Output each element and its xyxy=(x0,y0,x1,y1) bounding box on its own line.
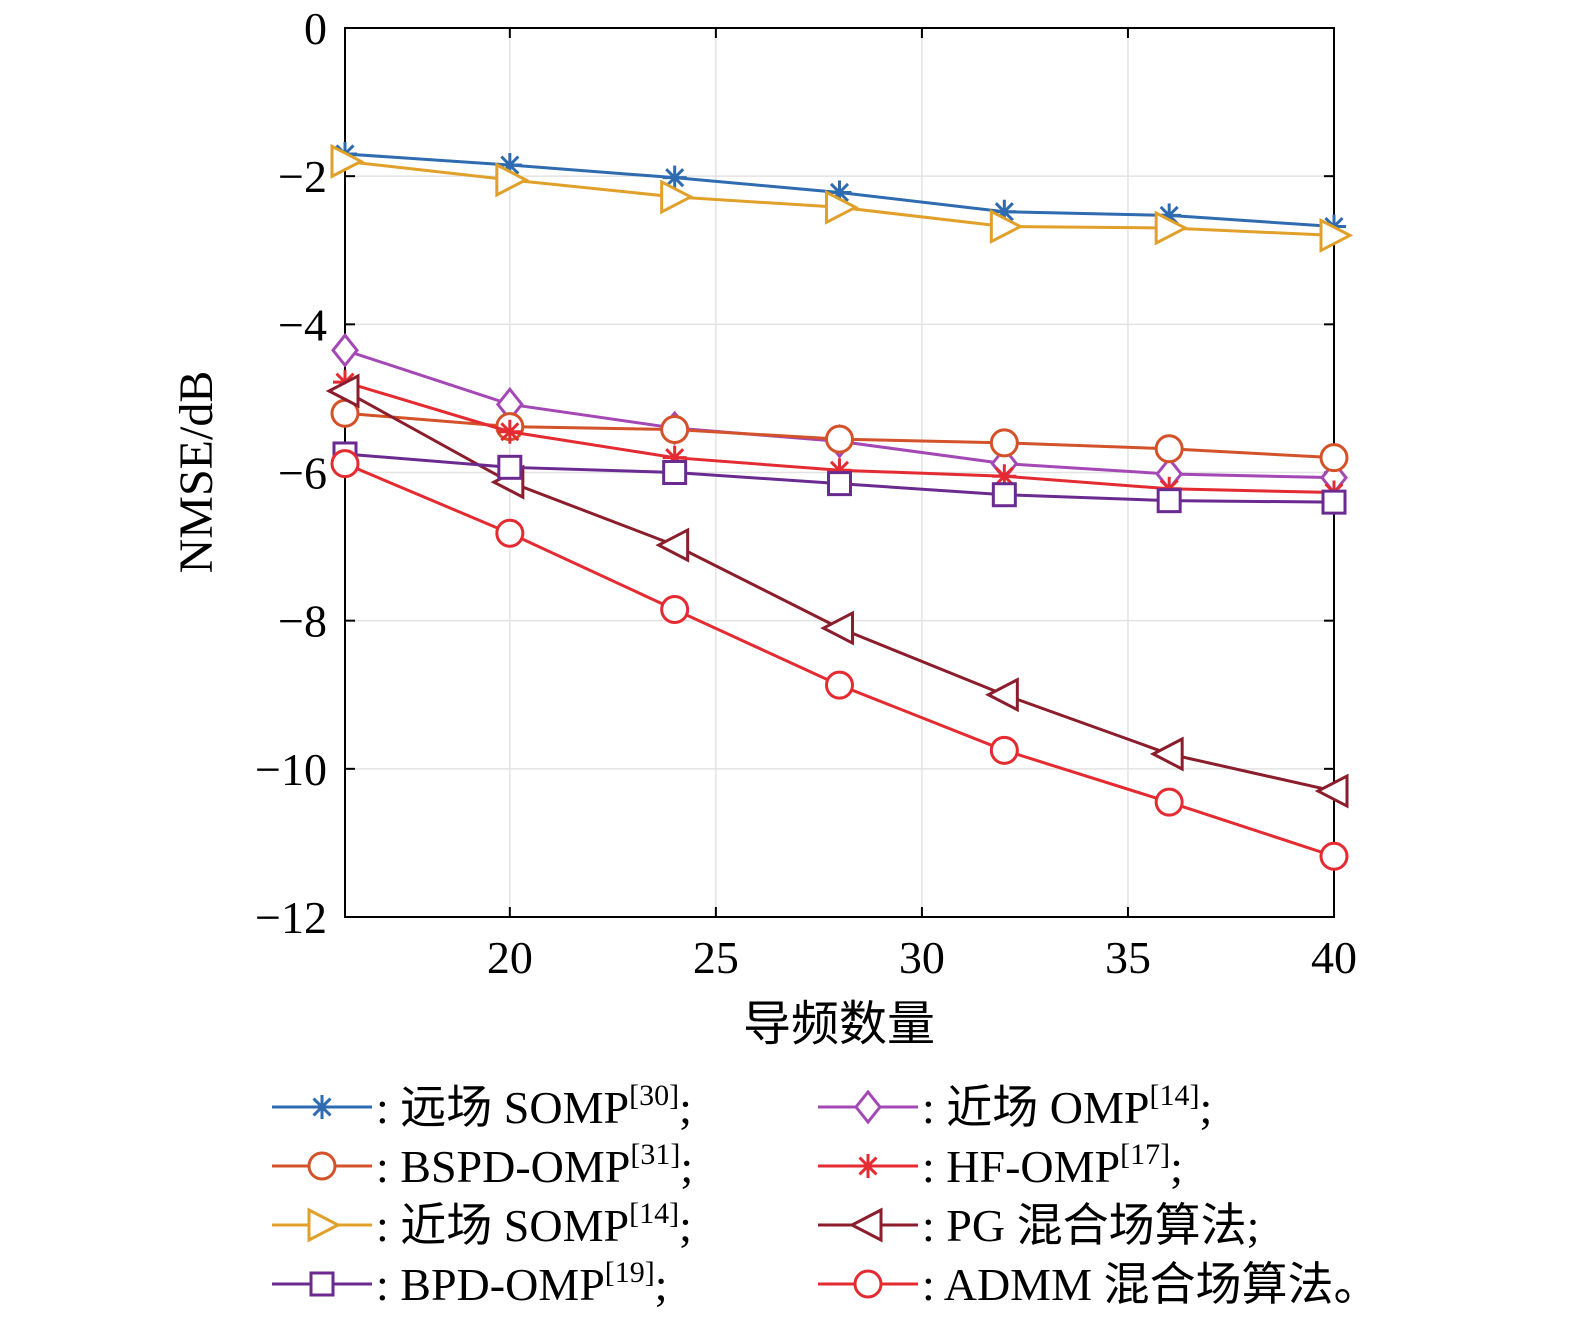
legend-item: : 远场 SOMP[30]; xyxy=(272,1079,692,1133)
y-tick-label: −12 xyxy=(255,892,327,943)
y-tick-label: −6 xyxy=(278,448,327,499)
legend-item: : PG 混合场算法; xyxy=(818,1200,1259,1251)
data-point xyxy=(307,1151,337,1181)
data-point xyxy=(495,162,530,198)
data-point xyxy=(497,419,522,444)
data-point xyxy=(660,595,690,625)
data-point xyxy=(853,1269,883,1299)
data-point xyxy=(991,482,1017,508)
legend-label: : 远场 SOMP[30]; xyxy=(376,1079,692,1133)
data-point xyxy=(820,610,854,646)
legend-ref: [14] xyxy=(629,1197,679,1230)
legend-item: : HF-OMP[17]; xyxy=(818,1138,1183,1192)
legend-item: : ADMM 混合场算法。 xyxy=(818,1259,1379,1310)
legend-item: : 近场 OMP[14]; xyxy=(818,1079,1212,1133)
data-point xyxy=(825,670,854,700)
data-point xyxy=(662,165,687,190)
legend-label: : HF-OMP[17]; xyxy=(922,1138,1183,1192)
y-tick-label: −4 xyxy=(278,299,327,350)
legend-item: : 近场 SOMP[14]; xyxy=(272,1197,692,1251)
series-6 xyxy=(325,373,1349,809)
data-point xyxy=(1319,443,1349,473)
x-tick-label: 20 xyxy=(487,932,533,983)
legend-label: : 近场 OMP[14]; xyxy=(922,1079,1212,1133)
data-point xyxy=(825,189,859,225)
legend-item: : BSPD-OMP[31]; xyxy=(272,1138,693,1192)
y-tick-label: −10 xyxy=(255,744,327,795)
legend-ref: [30] xyxy=(629,1079,679,1112)
data-point xyxy=(989,209,1024,245)
data-point xyxy=(989,428,1019,458)
data-point xyxy=(330,143,365,179)
legend: : 远场 SOMP[30]; : 近场 OMP[14]; : BSPD-OMP[31… xyxy=(272,1079,1379,1310)
data-point xyxy=(309,1271,335,1297)
data-point xyxy=(825,424,854,454)
data-point xyxy=(848,1207,883,1243)
data-point xyxy=(856,1154,880,1178)
data-point xyxy=(307,1207,342,1243)
x-tick-label: 35 xyxy=(1105,932,1151,983)
data-point xyxy=(495,518,525,548)
series-5 xyxy=(330,143,1354,253)
data-point xyxy=(655,527,690,563)
x-tick-label: 25 xyxy=(693,932,739,983)
data-point xyxy=(1319,217,1354,253)
data-point xyxy=(1319,841,1349,871)
legend-label: : BSPD-OMP[31]; xyxy=(376,1138,693,1192)
y-axis-title: NMSE/dB xyxy=(170,371,223,574)
data-point xyxy=(989,735,1019,765)
y-tick-label: −2 xyxy=(278,151,327,202)
data-point xyxy=(1154,210,1189,246)
data-point xyxy=(662,460,688,485)
data-point xyxy=(331,332,359,368)
data-point xyxy=(1154,434,1184,464)
data-point xyxy=(1154,787,1184,817)
series-1 xyxy=(333,141,1346,239)
data-point xyxy=(827,471,852,497)
legend-ref: [19] xyxy=(605,1256,655,1289)
data-point xyxy=(660,415,690,445)
legend-ref: [17] xyxy=(1120,1138,1170,1171)
data-point xyxy=(1321,489,1347,515)
data-point xyxy=(660,179,694,215)
y-tick-label: −8 xyxy=(278,596,327,647)
legend-ref: [14] xyxy=(1149,1079,1199,1112)
tick-labels: 20 25 30 35 40 0 −2 −4 −6 −8 −10 −12 xyxy=(255,3,1357,983)
legend-label: : 近场 SOMP[14]; xyxy=(376,1197,692,1251)
data-point xyxy=(497,454,523,480)
y-tick-label: 0 xyxy=(304,3,327,54)
legend-label: : ADMM 混合场算法。 xyxy=(922,1259,1379,1310)
data-point xyxy=(1314,773,1349,809)
legend-item: : BPD-OMP[19]; xyxy=(272,1256,668,1310)
data-point xyxy=(985,677,1019,713)
series-8 xyxy=(330,449,1349,871)
legend-label: : BPD-OMP[19]; xyxy=(376,1256,668,1310)
series-line xyxy=(344,462,1335,858)
legend-label: : PG 混合场算法; xyxy=(922,1200,1259,1251)
data-point xyxy=(310,1095,334,1119)
x-tick-label: 40 xyxy=(1311,932,1357,983)
data-point xyxy=(330,449,360,479)
data-point xyxy=(325,373,360,409)
data-point xyxy=(854,1089,882,1125)
data-point xyxy=(1156,488,1182,514)
data-point xyxy=(1149,736,1184,772)
legend-ref: [31] xyxy=(630,1138,680,1171)
series-group xyxy=(325,141,1354,871)
x-axis-title: 导频数量 xyxy=(743,998,935,1051)
x-tick-label: 30 xyxy=(899,932,945,983)
